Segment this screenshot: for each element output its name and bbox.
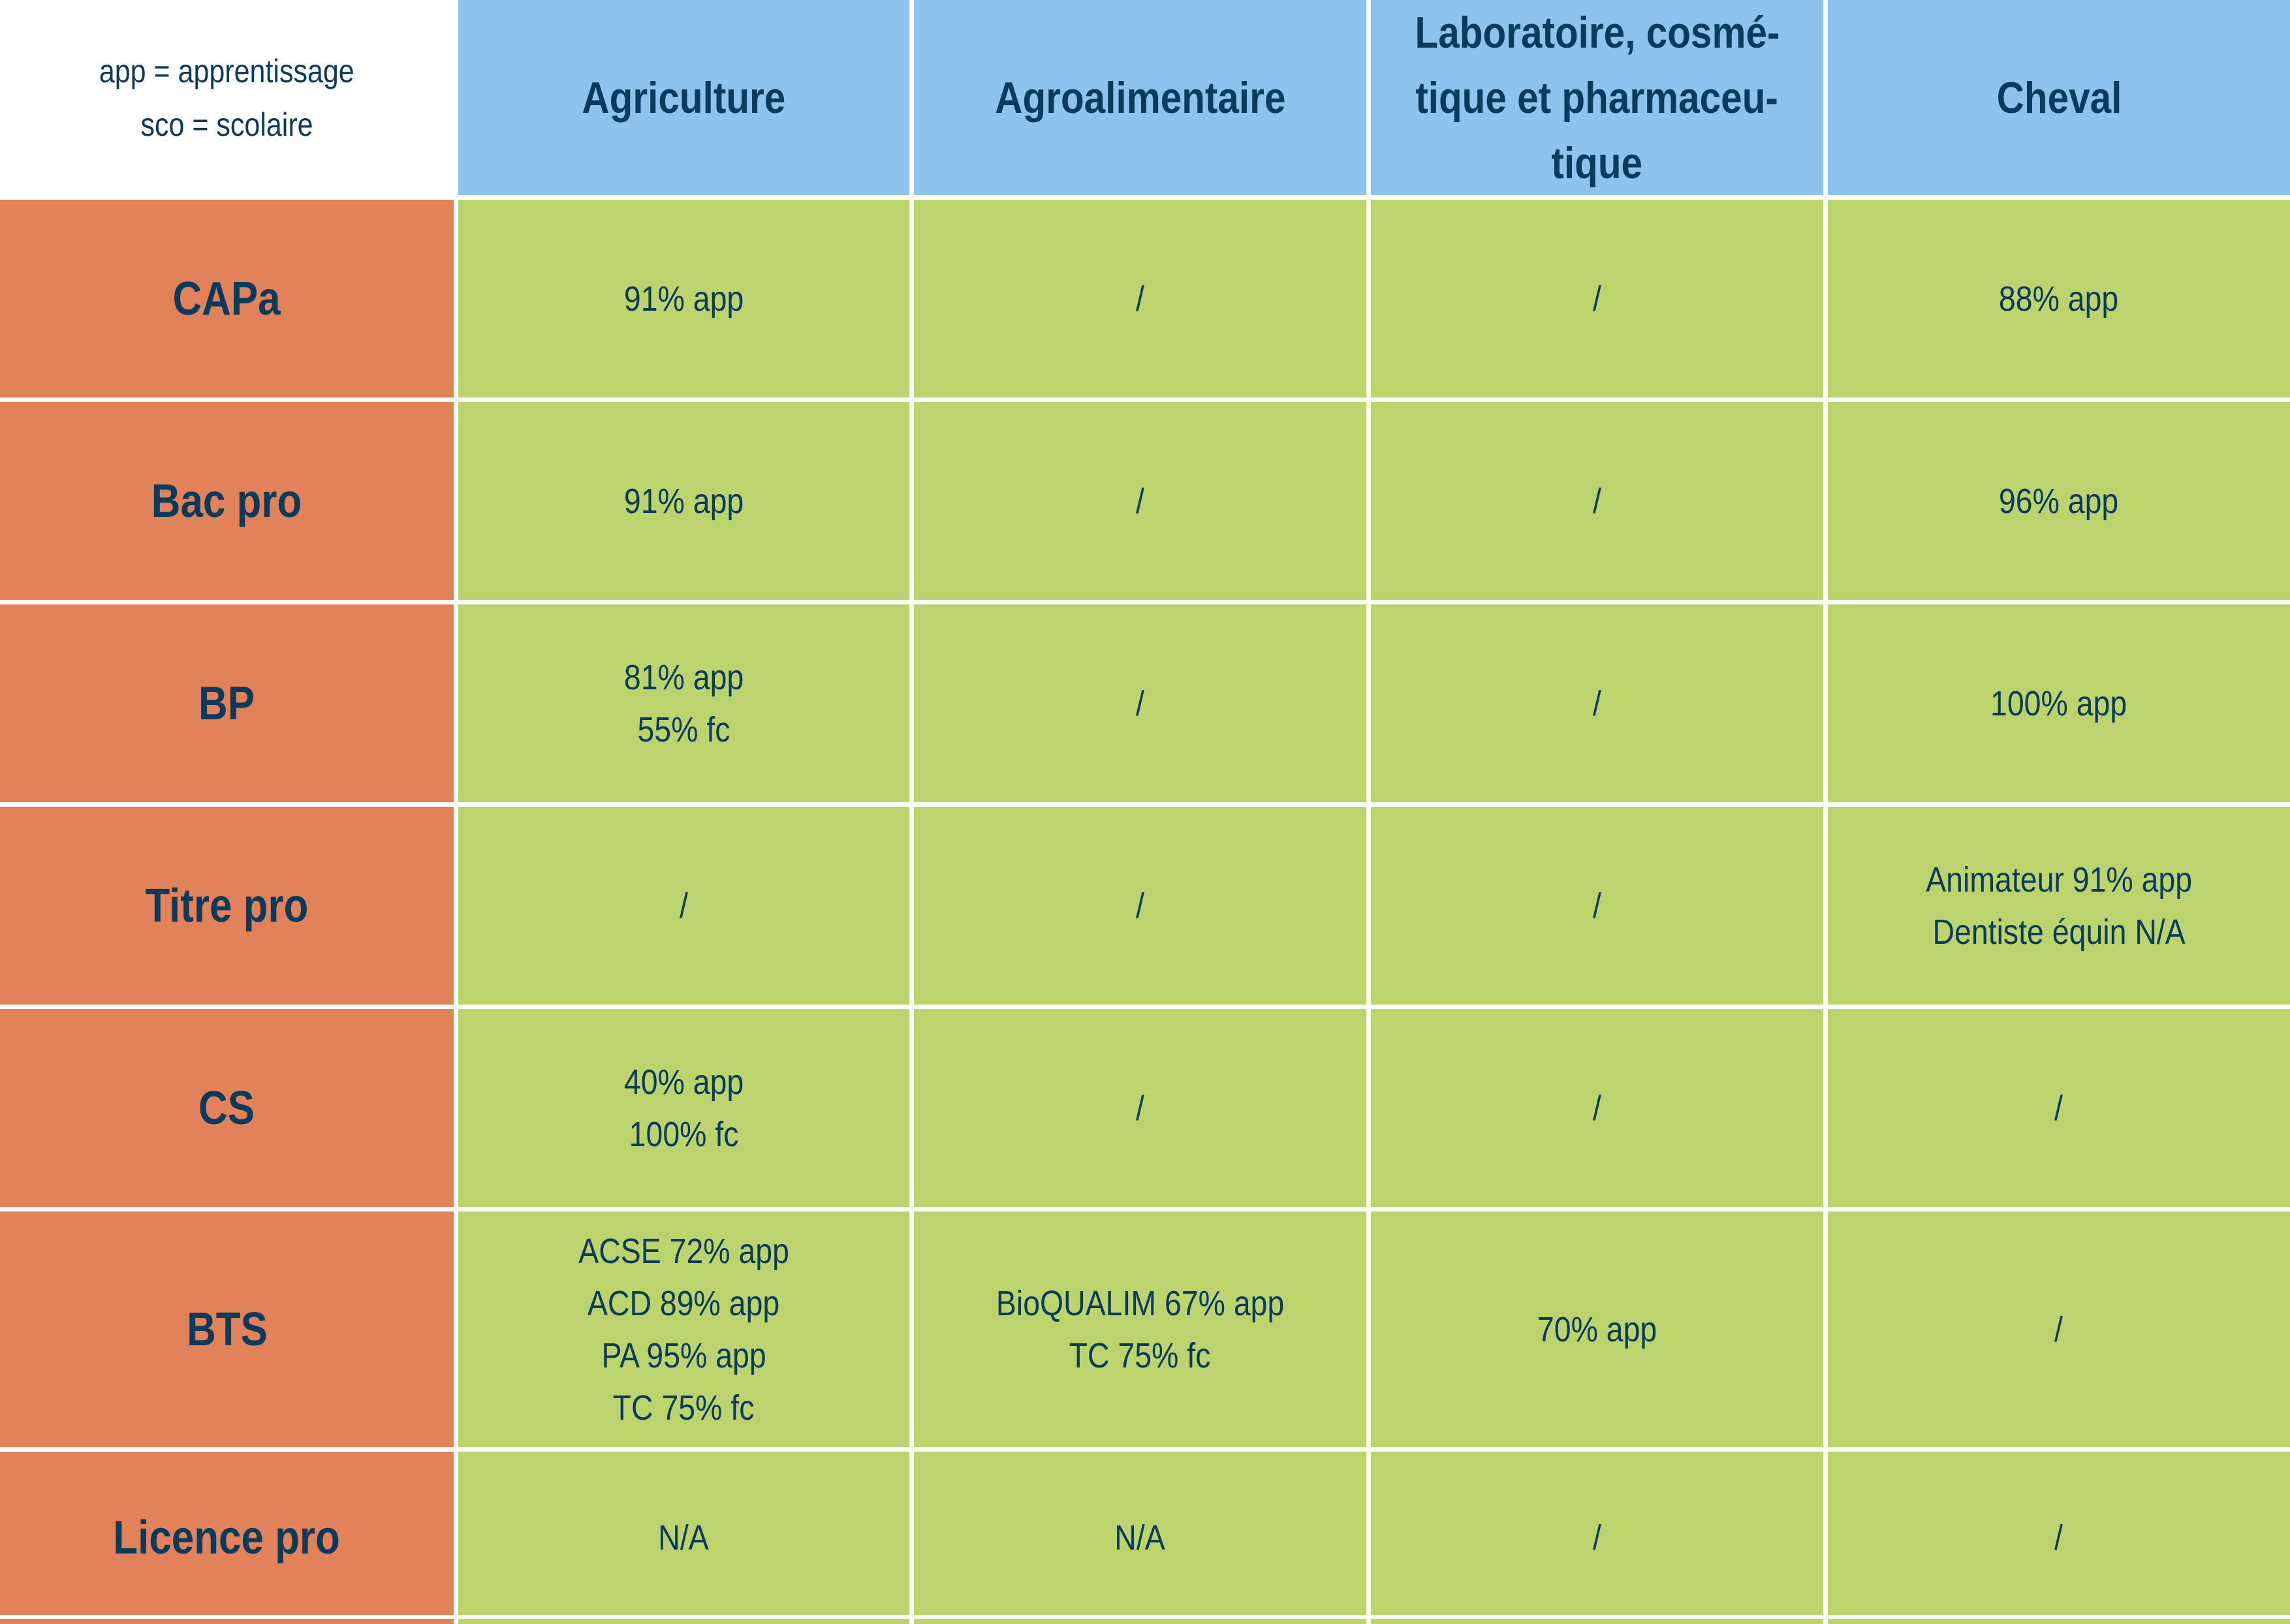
- legend-cell: app = apprentissage sco = scolaire: [0, 0, 458, 200]
- table-cell: /: [1371, 1452, 1828, 1624]
- cell-line: 91% app: [623, 481, 744, 521]
- cell-line: TC 75% fc: [1069, 1335, 1211, 1375]
- column-header-label: Cheval: [1996, 72, 2122, 123]
- column-header-label-line-3: tique: [1551, 138, 1643, 188]
- row-header-label: Titre pro: [145, 879, 309, 932]
- cell-line: N/A: [1114, 1518, 1166, 1557]
- row-header-bac-pro: Bac pro: [0, 402, 458, 604]
- table-cell: /: [1371, 1009, 1828, 1211]
- cell-line: TC 75% fc: [613, 1388, 755, 1428]
- column-header-cheval: Cheval: [1828, 0, 2290, 200]
- column-header-label-line-1: Laboratoire, cosmé-: [1415, 7, 1780, 57]
- cell-line: 70% app: [1537, 1309, 1657, 1349]
- cell-line: /: [1593, 481, 1601, 521]
- row-header-label: BTS: [186, 1303, 268, 1356]
- cell-line: 81% app: [623, 657, 744, 697]
- cell-line: /: [1136, 481, 1144, 521]
- row-header-bts: BTS: [0, 1211, 458, 1452]
- table-cell: /: [914, 402, 1371, 604]
- table-cell: 70% app: [1371, 1211, 1828, 1452]
- cell-line: /: [1593, 279, 1601, 319]
- table-cell: N/A: [458, 1452, 914, 1624]
- row-header-label: Licence pro: [113, 1512, 341, 1564]
- table-cell: /: [1371, 807, 1828, 1009]
- table-cell: /: [1371, 200, 1828, 402]
- table-cell: 88% app: [1828, 200, 2290, 402]
- legend-line-app: app = apprentissage: [99, 52, 354, 89]
- table-cell: 96% app: [1828, 402, 2290, 604]
- cell-line: /: [1593, 1088, 1601, 1128]
- cell-line: N/A: [658, 1518, 710, 1557]
- column-header-agroalimentaire: Agroalimentaire: [914, 0, 1371, 200]
- cell-line: ACSE 72% app: [578, 1231, 789, 1271]
- row-header-label: Bac pro: [151, 475, 302, 527]
- cell-line: /: [1593, 1518, 1601, 1557]
- column-header-agriculture: Agriculture: [458, 0, 914, 200]
- row-header-capa: CAPa: [0, 200, 458, 402]
- column-header-label: Agroalimentaire: [994, 72, 1286, 123]
- cell-line: BioQUALIM 67% app: [996, 1283, 1285, 1323]
- cell-line: /: [1593, 886, 1601, 926]
- cell-line: PA 95% app: [601, 1335, 766, 1375]
- cell-line: ACD 89% app: [588, 1283, 780, 1323]
- row-header-cs: CS: [0, 1009, 458, 1211]
- table-cell: /: [1371, 402, 1828, 604]
- cell-line: 100% fc: [629, 1114, 739, 1154]
- table-cell: 91% app: [458, 200, 914, 402]
- row-header-label: CAPa: [172, 272, 281, 325]
- cell-line: 40% app: [623, 1062, 744, 1102]
- cell-line: /: [1136, 279, 1144, 319]
- table-cell: /: [1828, 1452, 2290, 1624]
- table-cell: /: [1828, 1211, 2290, 1452]
- cell-line: 88% app: [1999, 279, 2119, 319]
- cell-line: /: [680, 886, 688, 926]
- table-cell: N/A: [914, 1452, 1371, 1624]
- cell-line: 96% app: [1999, 481, 2119, 521]
- table-cell: 40% app 100% fc: [458, 1009, 914, 1211]
- cell-line: 55% fc: [637, 710, 730, 749]
- table-cell: 100% app: [1828, 604, 2290, 807]
- row-header-titre-pro: Titre pro: [0, 807, 458, 1009]
- cell-line: /: [1136, 1088, 1144, 1128]
- legend-line-sco: sco = scolaire: [140, 106, 313, 143]
- table-cell: /: [1828, 1009, 2290, 1211]
- cell-line: /: [1136, 683, 1144, 723]
- table-cell: /: [1371, 604, 1828, 807]
- row-header-licence-pro: Licence pro: [0, 1452, 458, 1624]
- column-header-label-line-2: tique et pharmaceu-: [1415, 72, 1779, 123]
- row-header-bp: BP: [0, 604, 458, 807]
- cell-line: /: [1593, 683, 1601, 723]
- cell-line: /: [2054, 1088, 2063, 1128]
- cell-line: 100% app: [1990, 683, 2127, 723]
- table-cell: /: [914, 604, 1371, 807]
- bottom-margin: [0, 1615, 2290, 1619]
- table-cell: Animateur 91% app Dentiste équin N/A: [1828, 807, 2290, 1009]
- cell-line: /: [2054, 1518, 2063, 1557]
- table-cell: BioQUALIM 67% app TC 75% fc: [914, 1211, 1371, 1452]
- table-cell: ACSE 72% app ACD 89% app PA 95% app TC 7…: [458, 1211, 914, 1452]
- table-cell: 91% app: [458, 402, 914, 604]
- cell-line: /: [1136, 886, 1144, 926]
- table-cell: /: [914, 200, 1371, 402]
- table-cell: /: [914, 1009, 1371, 1211]
- cell-line: Animateur 91% app: [1926, 860, 2192, 899]
- column-header-label: Agriculture: [582, 72, 786, 123]
- cell-line: /: [2054, 1309, 2063, 1349]
- row-header-label: BP: [198, 677, 255, 730]
- table-cell: 81% app 55% fc: [458, 604, 914, 807]
- column-header-laboratoire: Laboratoire, cosmé- tique et pharmaceu- …: [1371, 0, 1828, 200]
- cell-line: 91% app: [623, 279, 744, 319]
- cell-line: Dentiste équin N/A: [1932, 912, 2186, 952]
- table-cell: /: [458, 807, 914, 1009]
- row-header-label: CS: [198, 1082, 255, 1134]
- table-cell: /: [914, 807, 1371, 1009]
